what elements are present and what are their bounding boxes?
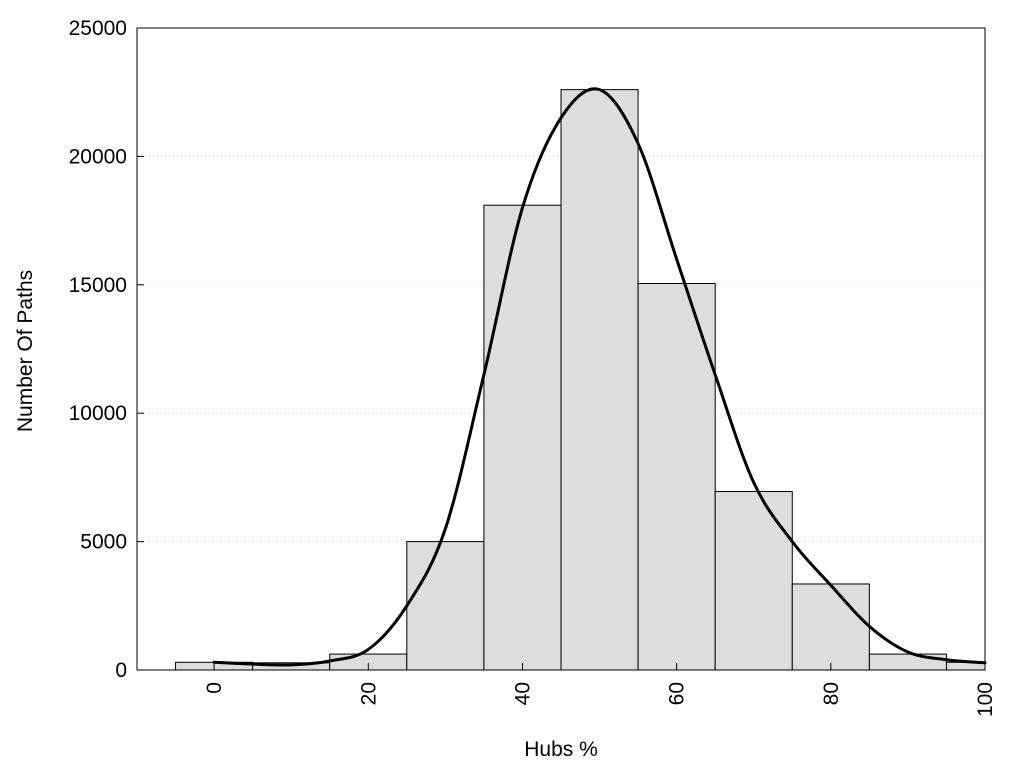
x-tick-label: 60	[666, 682, 689, 705]
y-tick-label: 20000	[69, 145, 127, 168]
x-tick-label: 100	[974, 682, 997, 717]
x-tick-label: 20	[357, 682, 380, 705]
y-tick-label: 5000	[80, 531, 127, 554]
y-tick-label: 10000	[69, 402, 127, 425]
histogram-bar	[483, 204, 562, 671]
plot-frame	[136, 27, 986, 671]
histogram-bar	[714, 491, 793, 671]
y-tick-label: 0	[115, 659, 127, 682]
x-axis-label: Hubs %	[524, 738, 598, 761]
density-curve	[212, 87, 987, 667]
histogram-bar	[560, 89, 639, 671]
bars-layer	[175, 89, 986, 671]
y-axis-ticks: 0 5000 10000 15000 20000 25000	[69, 17, 144, 682]
x-axis-ticks: 0 20 40 60 80 100	[203, 663, 997, 717]
x-tick-label: 40	[511, 682, 534, 705]
histogram-bar	[868, 653, 947, 671]
y-axis-label: Number Of Paths	[14, 270, 37, 432]
curve-layer	[212, 87, 987, 667]
y-tick-label: 25000	[69, 17, 127, 40]
histogram-bar	[637, 283, 716, 671]
y-tick-label: 15000	[69, 274, 127, 297]
histogram-bar	[406, 541, 485, 671]
x-tick-label: 80	[820, 682, 843, 705]
histogram-bar	[791, 583, 870, 671]
x-tick-label: 0	[203, 682, 226, 694]
